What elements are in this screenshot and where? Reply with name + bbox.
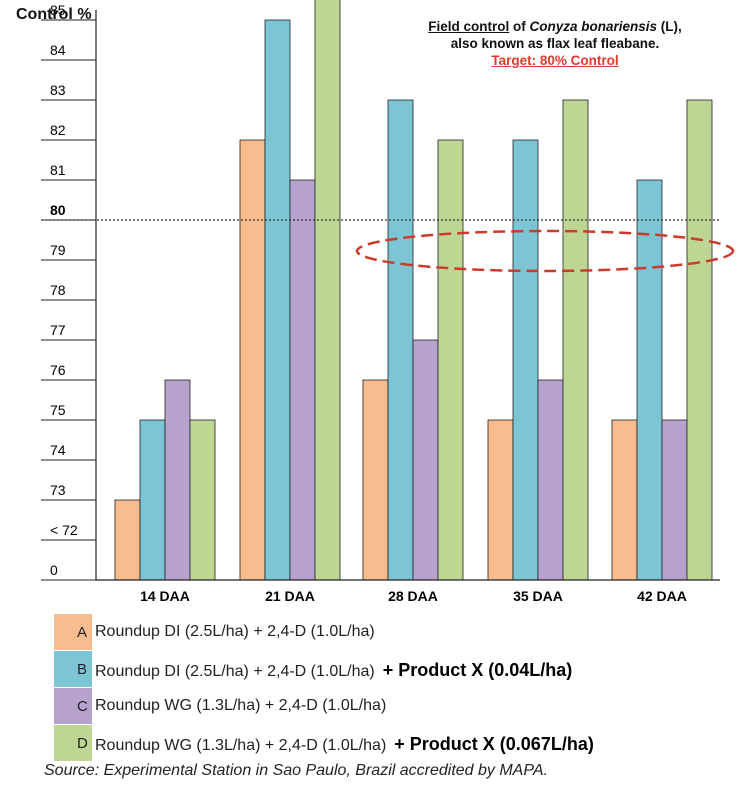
y-tick-label: 81 bbox=[50, 162, 66, 178]
bar-c-2 bbox=[412, 339, 439, 581]
note-line2: also known as flax leaf fleabane. bbox=[450, 36, 660, 51]
legend-swatch-c: C bbox=[54, 688, 92, 724]
legend-item-c: C Roundup WG (1.3L/ha) + 2,4-D (1.0L/ha) bbox=[54, 688, 734, 725]
legend-letter-a: A bbox=[77, 624, 88, 641]
bar-c-1 bbox=[289, 179, 316, 581]
bar-d-1 bbox=[314, 0, 341, 581]
bar-c-3 bbox=[537, 379, 564, 581]
x-tick-label: 42 DAA bbox=[637, 588, 687, 604]
bar-d-0 bbox=[189, 419, 216, 581]
y-tick-label: 73 bbox=[50, 482, 66, 498]
legend-text-a: Roundup DI (2.5L/ha) + 2,4-D (1.0L/ha) bbox=[95, 623, 375, 640]
bar-a-4 bbox=[611, 419, 638, 581]
legend-letter-c: C bbox=[77, 698, 88, 715]
note-end: (L), bbox=[657, 19, 682, 34]
y-tick-label: 79 bbox=[50, 242, 66, 258]
y-tick-label: 0 bbox=[50, 562, 58, 578]
y-tick-label: 85 bbox=[50, 2, 66, 18]
y-axis: 0 < 72 73 74 75 76 77 78 79 80 81 82 83 84 85 bbox=[41, 2, 720, 581]
x-tick-label: 21 DAA bbox=[265, 588, 315, 604]
source-note: Source: Experimental Station in Sao Paul… bbox=[44, 762, 548, 779]
highlight-ellipse bbox=[355, 229, 735, 273]
bar-group bbox=[114, 0, 713, 581]
legend-extra-b: + Product X (0.04L/ha) bbox=[382, 660, 573, 680]
bar-a-3 bbox=[487, 419, 514, 581]
bar-d-4 bbox=[686, 99, 713, 581]
chart-annotation: Field control of Conyza bonariensis (L),… bbox=[385, 18, 725, 69]
bar-a-0 bbox=[114, 499, 141, 581]
legend-item-a: A Roundup DI (2.5L/ha) + 2,4-D (1.0L/ha) bbox=[54, 614, 734, 651]
y-tick-label: 75 bbox=[50, 402, 66, 418]
legend-letter-b: B bbox=[77, 661, 88, 678]
note-mid: of bbox=[509, 19, 530, 34]
bar-b-1 bbox=[264, 19, 291, 581]
legend-swatch-d: D bbox=[54, 725, 92, 761]
legend-text-b: Roundup DI (2.5L/ha) + 2,4-D (1.0L/ha) bbox=[95, 663, 375, 680]
legend: A Roundup DI (2.5L/ha) + 2,4-D (1.0L/ha)… bbox=[54, 614, 734, 762]
y-tick-label: 83 bbox=[50, 82, 66, 98]
x-axis-labels: 14 DAA 21 DAA 28 DAA 35 DAA 42 DAA bbox=[140, 588, 687, 604]
note-underlined: Field control bbox=[428, 19, 510, 34]
legend-extra-d: + Product X (0.067L/ha) bbox=[394, 734, 594, 754]
y-tick-label: 78 bbox=[50, 282, 66, 298]
legend-swatch-b: B bbox=[54, 651, 92, 687]
y-tick-label: 82 bbox=[50, 122, 66, 138]
bar-b-4 bbox=[636, 179, 663, 581]
y-tick-label: < 72 bbox=[50, 522, 78, 538]
y-tick-label: 76 bbox=[50, 362, 66, 378]
note-species: Conyza bonariensis bbox=[529, 19, 658, 34]
y-axis-title: Control % bbox=[16, 6, 92, 23]
x-tick-label: 14 DAA bbox=[140, 588, 190, 604]
legend-swatch-a: A bbox=[54, 614, 92, 650]
bar-d-2 bbox=[437, 139, 464, 581]
bar-a-1 bbox=[239, 139, 266, 581]
bar-b-0 bbox=[139, 419, 166, 581]
legend-text-d: Roundup WG (1.3L/ha) + 2,4-D (1.0L/ha) bbox=[95, 737, 387, 754]
bar-b-3 bbox=[512, 139, 539, 581]
x-tick-label: 35 DAA bbox=[513, 588, 563, 604]
bar-d-3 bbox=[562, 99, 589, 581]
note-target: Target: 80% Control bbox=[491, 53, 619, 68]
legend-item-b: B Roundup DI (2.5L/ha) + 2,4-D (1.0L/ha)… bbox=[54, 651, 734, 688]
y-tick-label: 80 bbox=[50, 202, 66, 218]
bar-c-0 bbox=[164, 379, 191, 581]
bar-c-4 bbox=[661, 419, 688, 581]
y-tick-label: 84 bbox=[50, 42, 66, 58]
bar-chart: 0 < 72 73 74 75 76 77 78 79 80 81 82 83 84 85 14 DAA 21… bbox=[41, 0, 735, 604]
bar-a-2 bbox=[362, 379, 389, 581]
x-tick-label: 28 DAA bbox=[388, 588, 438, 604]
legend-letter-d: D bbox=[77, 735, 88, 752]
y-tick-label: 77 bbox=[50, 322, 66, 338]
legend-text-c: Roundup WG (1.3L/ha) + 2,4-D (1.0L/ha) bbox=[95, 697, 387, 714]
bar-b-2 bbox=[387, 99, 414, 581]
y-tick-label: 74 bbox=[50, 442, 66, 458]
legend-item-d: D Roundup WG (1.3L/ha) + 2,4-D (1.0L/ha)… bbox=[54, 725, 734, 762]
